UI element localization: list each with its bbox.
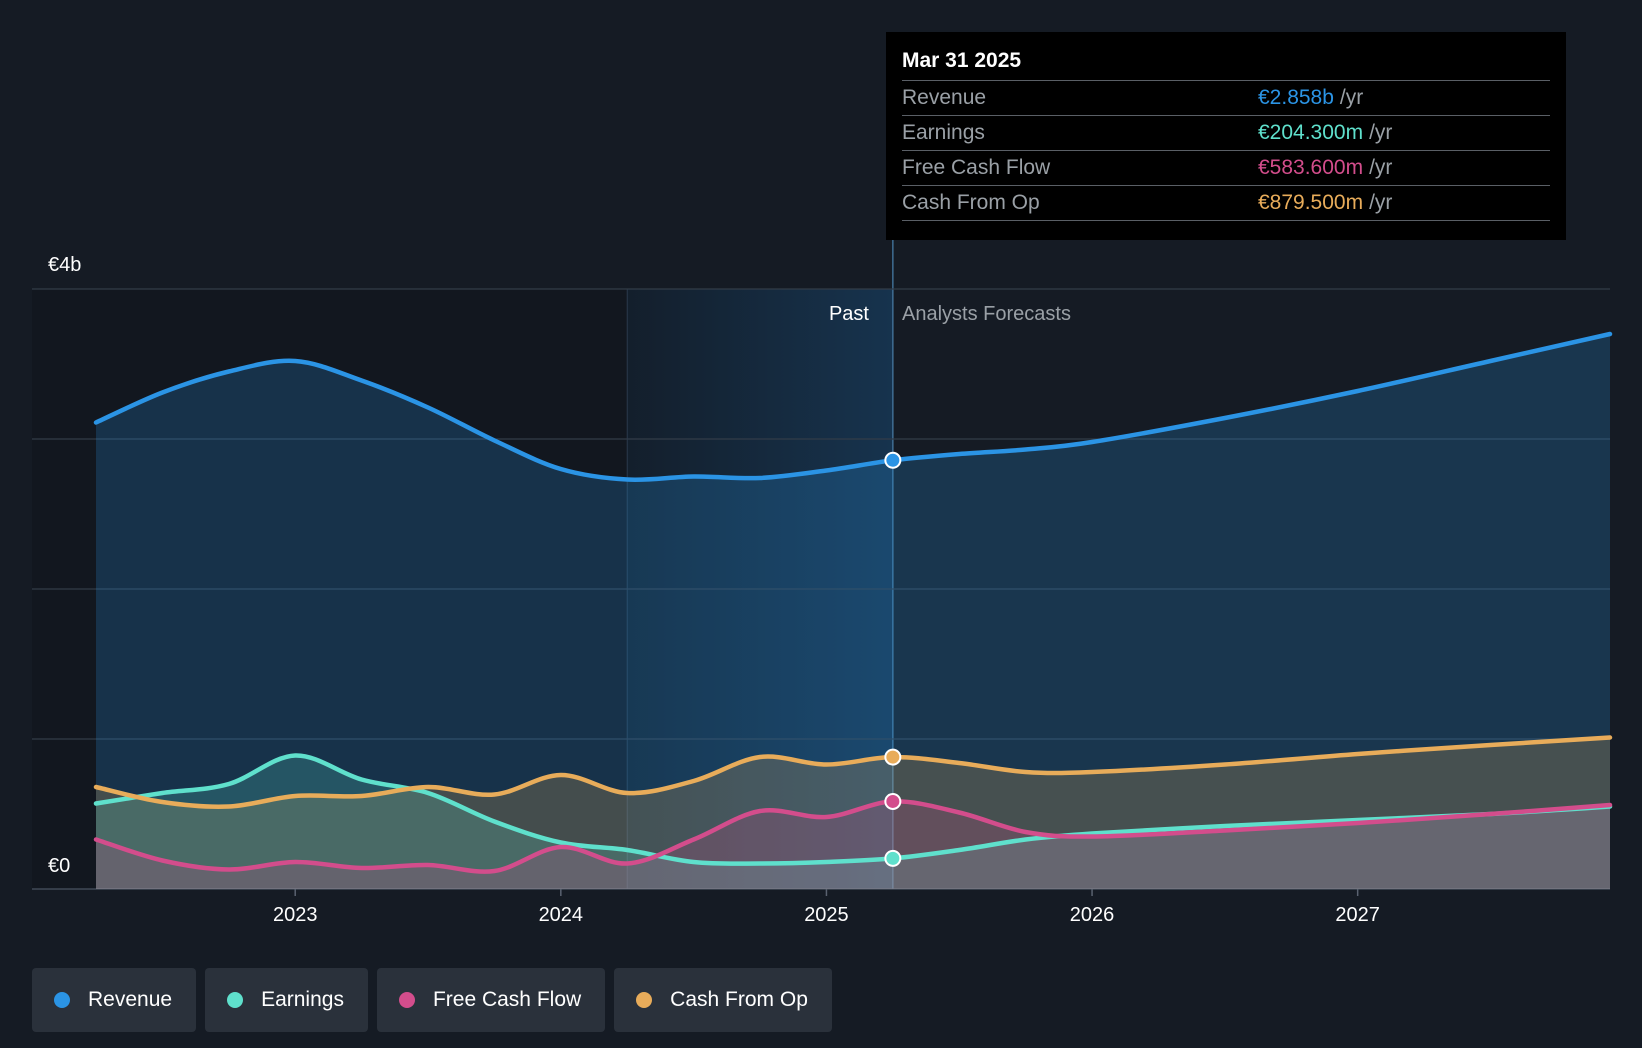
tooltip-value: €879.500m xyxy=(1258,191,1364,214)
tooltip-row-earnings: Earnings €204.300m /yr xyxy=(902,115,1550,150)
tooltip-panel: Mar 31 2025 Revenue €2.858b /yr Earnings… xyxy=(886,32,1566,240)
past-label: Past xyxy=(829,303,869,325)
forecast-label: Analysts Forecasts xyxy=(902,303,1071,325)
legend-label: Free Cash Flow xyxy=(432,988,582,1011)
x-tick-label: 2027 xyxy=(1335,904,1380,926)
tooltip-row-free-cash-flow: Free Cash Flow €583.600m /yr xyxy=(902,150,1550,185)
marker-revenue[interactable] xyxy=(884,451,902,469)
tooltip-unit: /yr xyxy=(1369,121,1393,144)
legend-label: Cash From Op xyxy=(670,988,808,1011)
x-tick-label: 2023 xyxy=(273,904,318,926)
legend-dot-icon xyxy=(398,992,415,1008)
y-axis-bottom-label: €0 xyxy=(48,855,70,877)
legend-dot-icon xyxy=(54,992,70,1008)
legend-label: Earnings xyxy=(261,988,344,1011)
legend: Revenue Earnings Free Cash Flow Cash Fro… xyxy=(32,968,832,1032)
marker-fcf[interactable] xyxy=(884,792,902,810)
tooltip-value: €204.300m xyxy=(1258,121,1364,144)
legend-item-revenue[interactable]: Revenue xyxy=(32,968,197,1032)
tooltip-unit: /yr xyxy=(1369,156,1393,179)
tooltip-date: Mar 31 2025 xyxy=(902,49,1022,72)
tooltip-unit: /yr xyxy=(1339,86,1364,109)
tooltip-label: Free Cash Flow xyxy=(902,156,1051,179)
legend-item-free-cash-flow[interactable]: Free Cash Flow xyxy=(376,968,606,1032)
tooltip-row-revenue: Revenue €2.858b /yr xyxy=(902,80,1550,115)
line-fcf xyxy=(93,799,1613,874)
tooltip-label: Revenue xyxy=(902,86,987,109)
marker-earnings[interactable] xyxy=(884,849,902,867)
tooltip-value: €2.858b xyxy=(1258,86,1334,109)
area-revenue xyxy=(96,334,1610,889)
x-axis: 2023 2024 2025 2026 2027 xyxy=(273,889,1380,926)
tooltip-row-cash-from-op: Cash From Op €879.500m /yr xyxy=(902,185,1550,221)
x-tick-label: 2025 xyxy=(804,904,849,926)
legend-item-earnings[interactable]: Earnings xyxy=(205,968,368,1032)
tooltip-label: Cash From Op xyxy=(902,191,1040,214)
legend-item-cash-from-op[interactable]: Cash From Op xyxy=(614,968,832,1032)
marker-cfo[interactable] xyxy=(884,748,902,766)
tooltip-label: Earnings xyxy=(902,121,985,144)
y-axis-top-label: €4b xyxy=(48,254,81,276)
line-cfo xyxy=(93,735,1613,809)
legend-dot-icon xyxy=(636,992,653,1008)
tooltip-value: €583.600m xyxy=(1258,156,1364,179)
line-revenue xyxy=(93,331,1613,482)
grid-lines xyxy=(32,288,1610,890)
area-earnings xyxy=(96,755,1610,889)
tooltip-unit: /yr xyxy=(1369,191,1393,214)
line-earnings xyxy=(93,753,1613,866)
x-tick-label: 2024 xyxy=(539,904,584,926)
legend-dot-icon xyxy=(227,992,244,1008)
area-fcf xyxy=(96,801,1610,889)
x-tick-label: 2026 xyxy=(1070,904,1115,926)
legend-label: Revenue xyxy=(88,988,173,1011)
